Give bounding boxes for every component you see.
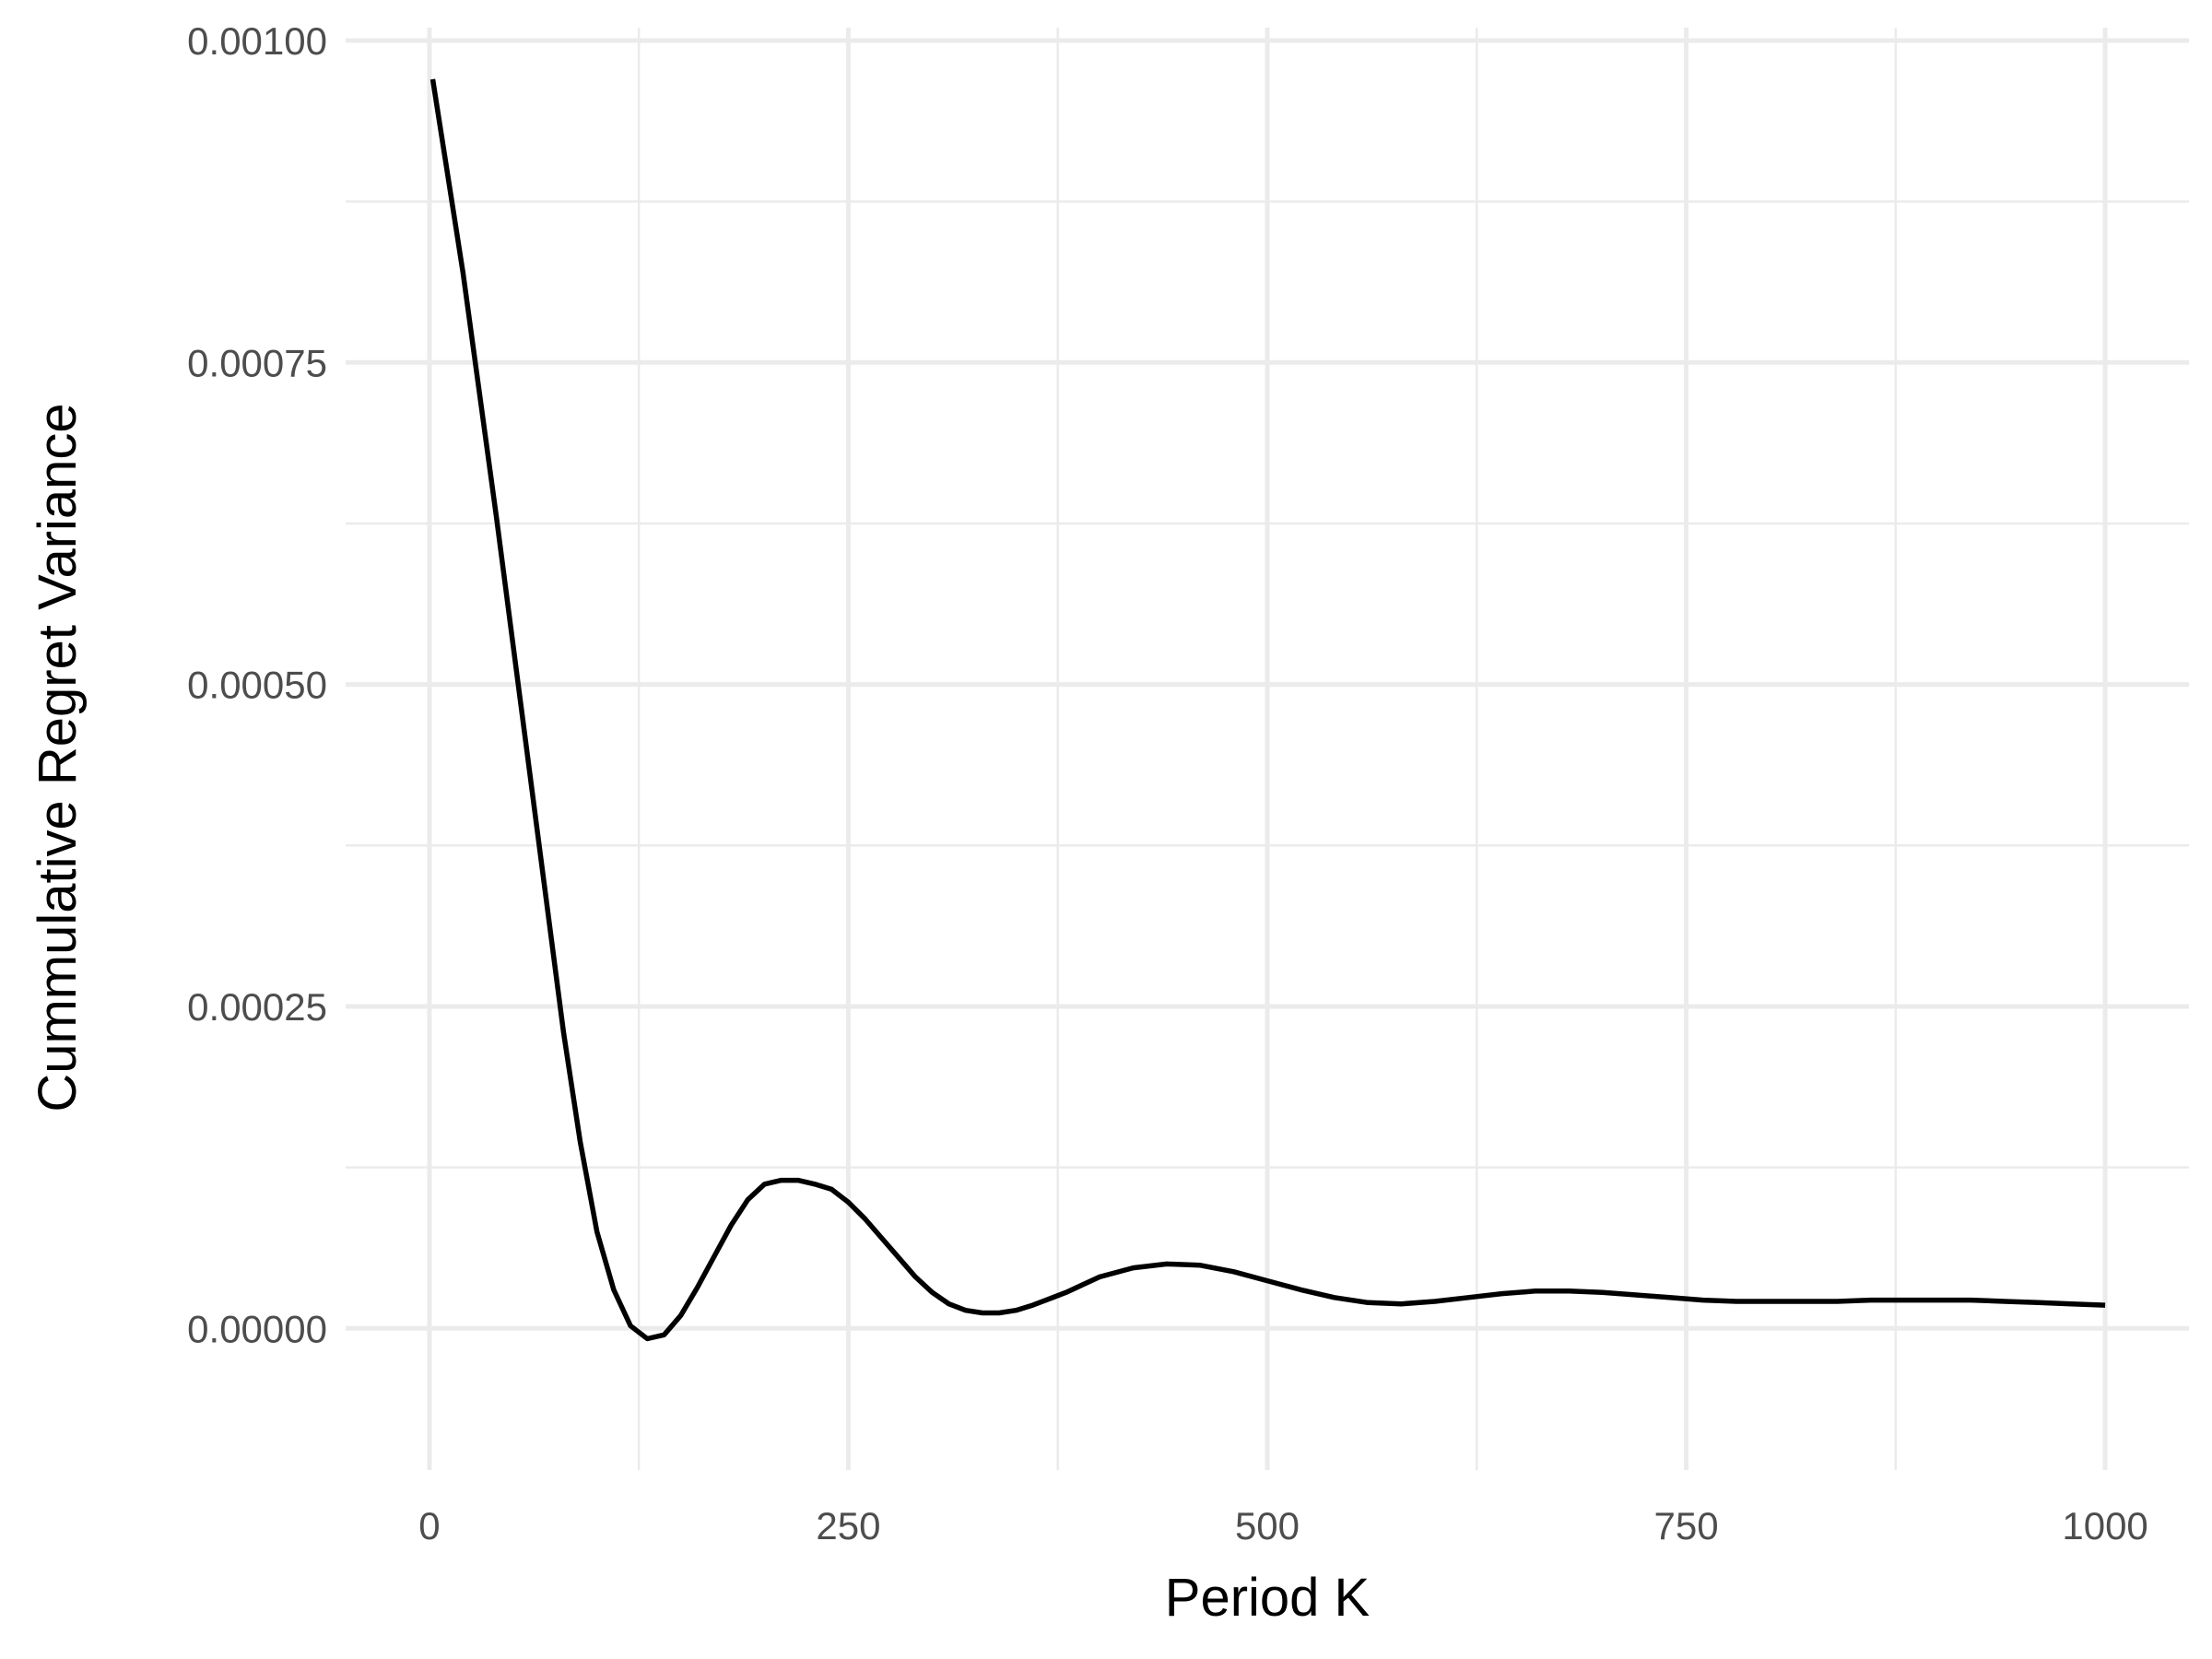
y-tick-label: 0.00025 — [187, 985, 327, 1029]
grid-layer — [346, 28, 2189, 1470]
x-tick-label: 1000 — [2062, 1504, 2147, 1547]
x-tick-label: 500 — [1235, 1504, 1300, 1547]
x-tick-label: 750 — [1654, 1504, 1719, 1547]
series-layer — [429, 78, 2106, 1342]
x-tick-labels: 0 250 500 750 1000 — [418, 1504, 2148, 1547]
y-tick-label: 0.00075 — [187, 341, 327, 384]
x-tick-label: 0 — [418, 1504, 440, 1547]
series-line-0 — [429, 78, 2106, 1342]
y-tick-label: 0.00050 — [187, 664, 327, 707]
y-tick-label: 0.00100 — [187, 19, 327, 63]
x-axis-title: Period K — [1165, 1568, 1371, 1628]
x-tick-label: 250 — [816, 1504, 880, 1547]
y-tick-label: 0.00000 — [187, 1307, 327, 1350]
y-tick-labels: 0.00000 0.00025 0.00050 0.00075 0.00100 — [187, 19, 327, 1350]
y-axis-title: Cummulative Regret Variance — [28, 403, 88, 1112]
